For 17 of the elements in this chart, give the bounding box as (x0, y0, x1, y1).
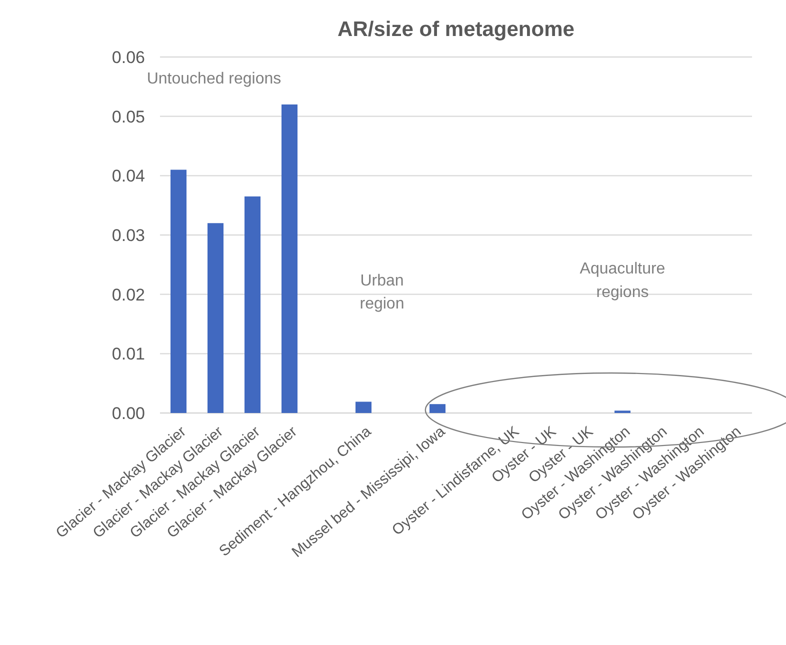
annotation: Untouched regions (146, 70, 282, 88)
y-tick-label: 0.03 (112, 226, 145, 245)
y-tick-label: 0.04 (112, 166, 145, 186)
y-tick-label: 0.02 (112, 285, 145, 304)
bar (282, 104, 298, 413)
y-tick-label: 0.00 (112, 404, 145, 423)
annotation: Urban region (360, 272, 404, 313)
y-tick-label: 0.05 (112, 107, 145, 126)
bar (208, 223, 224, 413)
chart-title: AR/size of metagenome (338, 18, 574, 41)
bar (430, 404, 446, 413)
bar (244, 196, 260, 413)
annotation: Aquaculture regions (580, 260, 666, 301)
bar (170, 170, 186, 413)
y-tick-label: 0.01 (112, 344, 145, 364)
y-tick-label: 0.06 (112, 48, 145, 67)
bar (356, 402, 372, 413)
